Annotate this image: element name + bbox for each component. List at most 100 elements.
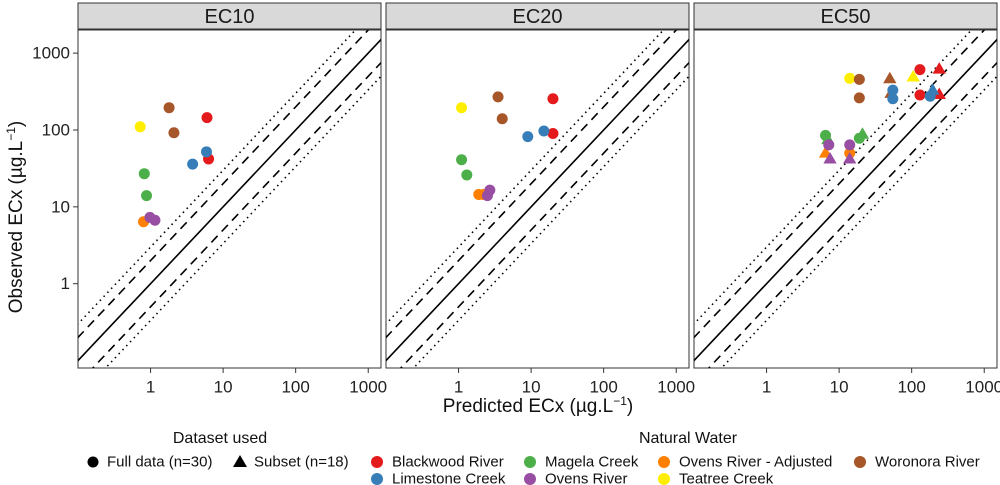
color-legend-label: Teatree Creek xyxy=(679,471,774,485)
x-axis: 1 10 100 1000 1 10 100 1000 1 10 100 1000 xyxy=(146,368,1000,397)
reference-line-dashed xyxy=(694,30,986,339)
x-axis-title: Predicted ECx (µg.L−1) xyxy=(443,394,633,417)
reference-line-dashed xyxy=(707,61,997,368)
shape-legend-label: Full data (n=30) xyxy=(107,454,212,471)
data-point-triangle xyxy=(932,62,946,74)
reference-line-solid xyxy=(386,38,689,362)
y-axis-title: Observed ECx (µg.L−1) xyxy=(4,121,27,314)
shape-legend-label: Subset (n=18) xyxy=(254,454,349,471)
x-tick-label: 1000 xyxy=(965,378,1000,397)
color-legend-label: Ovens River - Adjusted xyxy=(679,454,832,471)
data-point-circle xyxy=(844,72,856,84)
facet-strip xyxy=(385,2,690,30)
axis-title-suffix: ) xyxy=(627,396,633,417)
data-point-circle xyxy=(547,93,559,105)
facet-label: EC10 xyxy=(204,6,254,28)
color-legend-label: Ovens River xyxy=(545,471,628,485)
x-tick-label: 1 xyxy=(146,378,155,397)
data-point-circle xyxy=(163,102,175,114)
reference-line-dashed xyxy=(399,61,689,368)
legend-key-circle xyxy=(87,456,99,468)
color-legend-label: Magela Creek xyxy=(545,454,639,471)
axis-title-suffix: ) xyxy=(6,121,27,127)
x-tick-label: 1000 xyxy=(657,378,695,397)
axis-title-text: Predicted ECx ( xyxy=(443,396,577,417)
data-point-circle xyxy=(844,139,856,151)
legend-color-key xyxy=(524,473,536,485)
panel-ec50: EC50 xyxy=(693,2,998,369)
data-point-circle xyxy=(461,169,473,181)
reference-line-solid xyxy=(694,38,997,362)
y-tick-label: 10 xyxy=(51,197,70,216)
legend-color-key xyxy=(371,473,383,485)
data-point-circle xyxy=(134,121,146,133)
legend-key-triangle xyxy=(233,455,247,467)
data-point-circle xyxy=(201,112,213,124)
x-tick-label: 1 xyxy=(762,378,771,397)
data-point-circle xyxy=(823,139,835,151)
data-point-circle xyxy=(492,91,504,103)
x-tick-label: 10 xyxy=(830,378,849,397)
data-point-triangle xyxy=(883,71,897,84)
axis-title-unit: µg.L xyxy=(576,396,613,417)
facet-panels: EC10 EC20 EC50 xyxy=(77,2,998,369)
data-point-circle xyxy=(522,131,534,143)
legend-color-key xyxy=(658,456,670,468)
facet-label: EC50 xyxy=(820,6,870,28)
color-legend-label: Woronora River xyxy=(875,454,980,471)
data-point-triangle xyxy=(906,69,920,82)
data-point-circle xyxy=(456,154,468,166)
data-point-circle xyxy=(138,168,150,180)
axis-title-exponent: −1 xyxy=(4,127,18,141)
panel-plot-area xyxy=(386,30,689,368)
data-point-circle xyxy=(914,89,926,101)
data-point-triangle xyxy=(932,87,946,100)
data-point-circle xyxy=(456,102,468,114)
legend-color-key xyxy=(658,473,670,485)
data-point-circle xyxy=(538,125,550,137)
data-point-circle xyxy=(168,127,180,139)
x-tick-label: 1000 xyxy=(349,378,387,397)
y-tick-label: 1000 xyxy=(32,44,70,63)
panel-plot-area xyxy=(78,30,381,368)
legend-color-key xyxy=(524,456,536,468)
panel-plot-area xyxy=(694,30,997,368)
data-point-circle xyxy=(141,190,153,202)
x-tick-label: 10 xyxy=(214,378,233,397)
x-tick-label: 10 xyxy=(522,378,541,397)
facet-strip xyxy=(77,2,382,30)
x-tick-label: 1 xyxy=(454,378,463,397)
x-tick-label: 100 xyxy=(897,378,925,397)
reference-line-dashed xyxy=(386,30,678,339)
data-point-circle xyxy=(149,214,161,226)
data-point-circle xyxy=(887,93,899,105)
facet-strip xyxy=(693,2,998,30)
y-tick-label: 100 xyxy=(42,120,70,139)
reference-line-solid xyxy=(78,38,381,362)
axis-title-exponent: −1 xyxy=(613,394,627,408)
data-point-circle xyxy=(481,190,493,202)
y-axis: 1 10 100 1000 xyxy=(32,44,78,293)
shape-legend-title: Dataset used xyxy=(173,430,267,447)
color-legend-label: Blackwood River xyxy=(392,454,504,471)
legend: Dataset used Natural Water Full data (n=30… xyxy=(87,430,980,485)
color-legend-title: Natural Water xyxy=(639,430,738,447)
data-point-circle xyxy=(496,113,508,125)
data-point-circle xyxy=(914,64,926,76)
data-point-triangle xyxy=(823,151,837,164)
data-point-circle xyxy=(200,146,212,158)
data-point-triangle xyxy=(926,83,940,95)
data-point-circle xyxy=(187,158,199,170)
panel-ec20: EC20 xyxy=(385,2,690,369)
legend-color-key xyxy=(854,456,866,468)
y-tick-label: 1 xyxy=(61,274,70,293)
data-point-circle xyxy=(853,73,865,85)
data-point-circle xyxy=(547,128,559,140)
legend-color-key xyxy=(371,456,383,468)
x-tick-label: 100 xyxy=(589,378,617,397)
reference-line-dashed xyxy=(78,30,370,339)
x-tick-label: 100 xyxy=(281,378,309,397)
axis-title-text: Observed ECx ( xyxy=(6,177,27,313)
color-legend-label: Limestone Creek xyxy=(392,471,506,485)
